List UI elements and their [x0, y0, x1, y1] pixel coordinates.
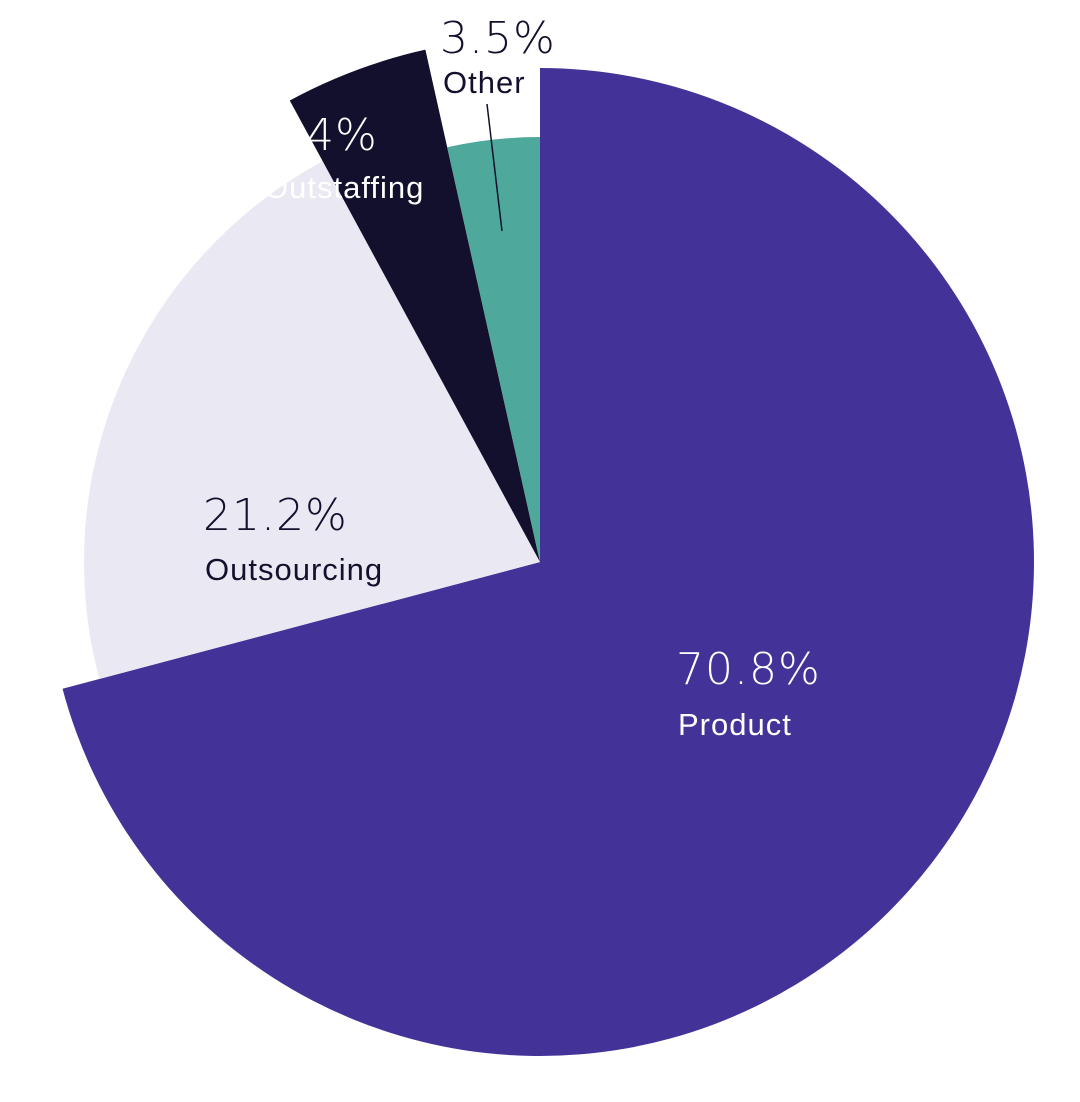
- slice-other: [447, 137, 540, 562]
- product-value-label: 70.8%: [676, 644, 821, 695]
- slice-outsourcing: [84, 161, 540, 679]
- slices-group: [62, 49, 1034, 1056]
- product-name-label: Product: [678, 707, 792, 742]
- outsourcing-name-label: Outsourcing: [205, 552, 383, 587]
- slice-product: [62, 68, 1034, 1056]
- slice-outstaffing: [289, 49, 540, 563]
- outsourcing-value-label: 21.2%: [203, 490, 348, 541]
- other-leader-line: [486, 103, 503, 232]
- labels-group: 70.8% Product 21.2% Outsourcing 4.4% Out…: [203, 13, 821, 742]
- outstaffing-name-label: Outstaffing: [264, 170, 424, 205]
- other-name-label: Other: [443, 65, 526, 100]
- other-value-label: 3.5%: [440, 13, 556, 64]
- outstaffing-value-label: 4.4%: [262, 110, 378, 161]
